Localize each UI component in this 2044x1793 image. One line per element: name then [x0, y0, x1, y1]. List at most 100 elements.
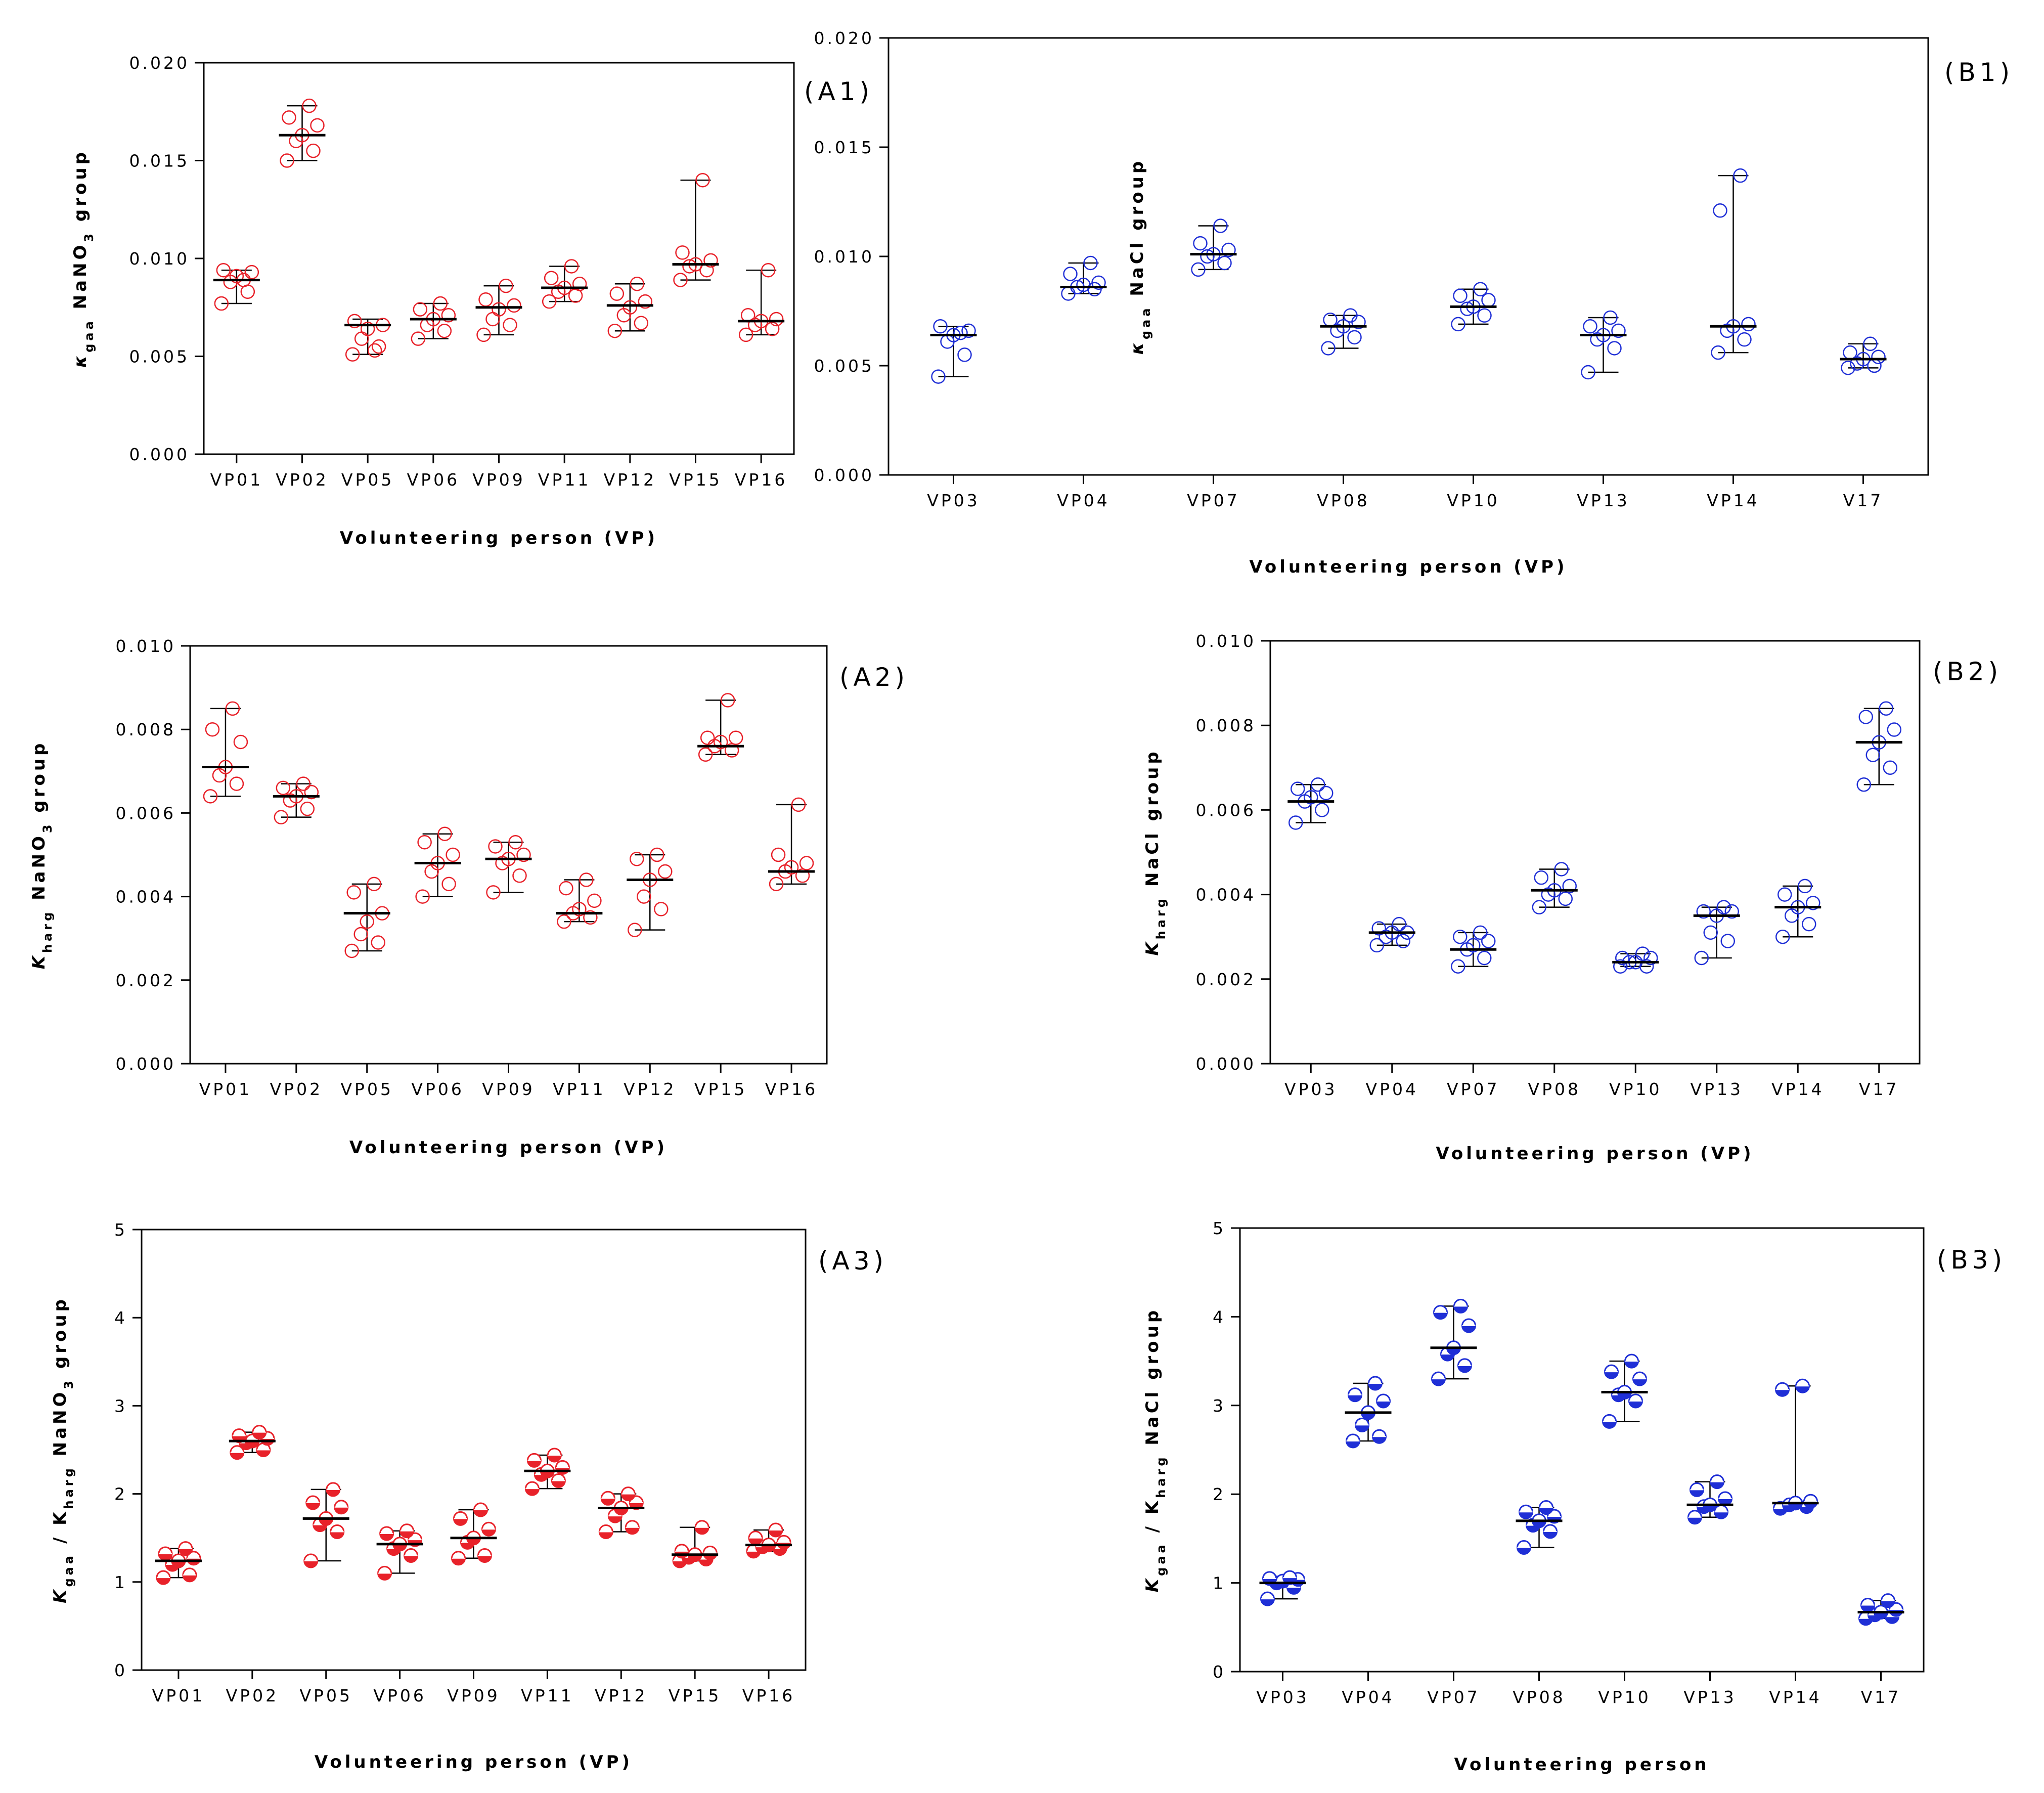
data-point: [205, 722, 220, 737]
data-point: [473, 1502, 488, 1517]
data-point: [1291, 781, 1305, 796]
data-point: [353, 927, 368, 942]
category-group: [672, 172, 719, 287]
data-point: [1369, 938, 1384, 953]
data-point: [1860, 1597, 1875, 1612]
y-tick-label: 1: [114, 1572, 127, 1592]
data-point: [1806, 896, 1820, 910]
data-point: [512, 868, 527, 883]
data-point: [433, 296, 448, 311]
data-point: [1858, 710, 1873, 724]
data-point: [791, 797, 806, 812]
y-tick-label: 4: [114, 1308, 127, 1328]
data-point: [1517, 1540, 1531, 1555]
category-group: [1287, 777, 1335, 830]
data-point: [415, 889, 430, 904]
x-tick-label: VP14: [1707, 491, 1759, 510]
data-point: [1737, 332, 1752, 347]
data-point: [1603, 310, 1618, 325]
data-point: [486, 885, 501, 900]
y-tick-label: 0.000: [116, 1054, 176, 1074]
category-group: [155, 1541, 202, 1585]
category-group: [1430, 1298, 1477, 1386]
data-point: [1583, 319, 1597, 334]
data-point: [1611, 323, 1626, 338]
y-tick-label: 3: [114, 1396, 127, 1416]
category-group: [376, 1523, 423, 1581]
x-axis-title: Volunteering person (VP): [1249, 557, 1567, 577]
data-point: [1711, 345, 1725, 360]
data-point: [1200, 249, 1215, 264]
y-axis-title: Kgaa / Kharg NaNO3 group: [50, 1296, 76, 1603]
data-point: [557, 914, 571, 929]
category-group: [302, 1482, 349, 1568]
data-point: [1871, 349, 1886, 364]
y-tick-label: 0.020: [129, 53, 190, 73]
category-group: [1259, 1570, 1306, 1606]
data-point: [931, 369, 946, 384]
y-tick-label: 0.002: [116, 971, 176, 990]
data-point: [694, 1520, 709, 1535]
data-point: [1534, 870, 1548, 885]
data-point: [1221, 242, 1236, 257]
x-tick-label: VP15: [669, 470, 722, 490]
x-tick-label: VP11: [538, 470, 591, 490]
data-point: [446, 847, 460, 862]
data-point: [1481, 293, 1496, 308]
data-point: [1635, 946, 1650, 961]
data-point: [700, 730, 715, 745]
data-point: [280, 153, 294, 168]
data-point: [637, 889, 651, 904]
category-group: [213, 263, 260, 311]
x-tick-label: VP15: [694, 1079, 747, 1099]
category-group: [410, 296, 457, 346]
data-point: [1643, 950, 1658, 966]
data-point: [1558, 891, 1573, 906]
x-tick-label: VP12: [595, 1686, 647, 1705]
x-tick-label: VP06: [407, 470, 460, 490]
data-point: [1477, 950, 1492, 966]
x-tick-label: VP16: [735, 470, 787, 490]
data-point: [728, 730, 743, 745]
category-group: [738, 263, 785, 342]
data-point: [638, 294, 653, 309]
y-axis-title: Kharg NaNO3 group: [29, 740, 55, 970]
data-point: [344, 943, 359, 958]
data-point: [1554, 862, 1569, 877]
x-tick-label: VP07: [1187, 491, 1239, 510]
data-point: [583, 910, 598, 925]
category-group: [273, 776, 320, 824]
category-group: [1531, 862, 1578, 914]
x-tick-label: VP11: [553, 1079, 605, 1099]
x-axis-title: Volunteering person (VP): [1436, 1144, 1754, 1164]
data-point: [1714, 1504, 1728, 1519]
category-group: [627, 847, 674, 937]
y-tick-label: 0.000: [814, 465, 874, 485]
panel-label: (A2): [839, 663, 909, 692]
data-point: [799, 856, 814, 870]
data-point: [229, 776, 244, 791]
category-group: [697, 693, 744, 762]
data-point: [720, 693, 735, 708]
x-tick-label: VP06: [373, 1686, 426, 1705]
data-point: [1883, 760, 1897, 775]
data-point: [1311, 777, 1325, 792]
data-point: [1304, 790, 1318, 805]
data-point: [178, 1541, 193, 1556]
x-tick-label: VP05: [299, 1686, 352, 1705]
data-point: [1802, 916, 1816, 932]
data-point: [233, 734, 248, 750]
data-point: [256, 1442, 271, 1457]
data-point: [276, 780, 291, 796]
y-tick-label: 0.010: [129, 249, 190, 269]
y-tick-label: 0.020: [814, 28, 874, 48]
panel-label: (B3): [1937, 1245, 2006, 1275]
data-point: [1473, 282, 1488, 297]
x-tick-label: VP12: [604, 470, 656, 490]
data-point: [274, 810, 289, 824]
data-point: [499, 278, 513, 293]
plot-frame: [1239, 1227, 1925, 1673]
y-tick-label: 0.000: [129, 445, 190, 464]
category-group: [344, 314, 391, 362]
category-group: [1580, 310, 1627, 380]
